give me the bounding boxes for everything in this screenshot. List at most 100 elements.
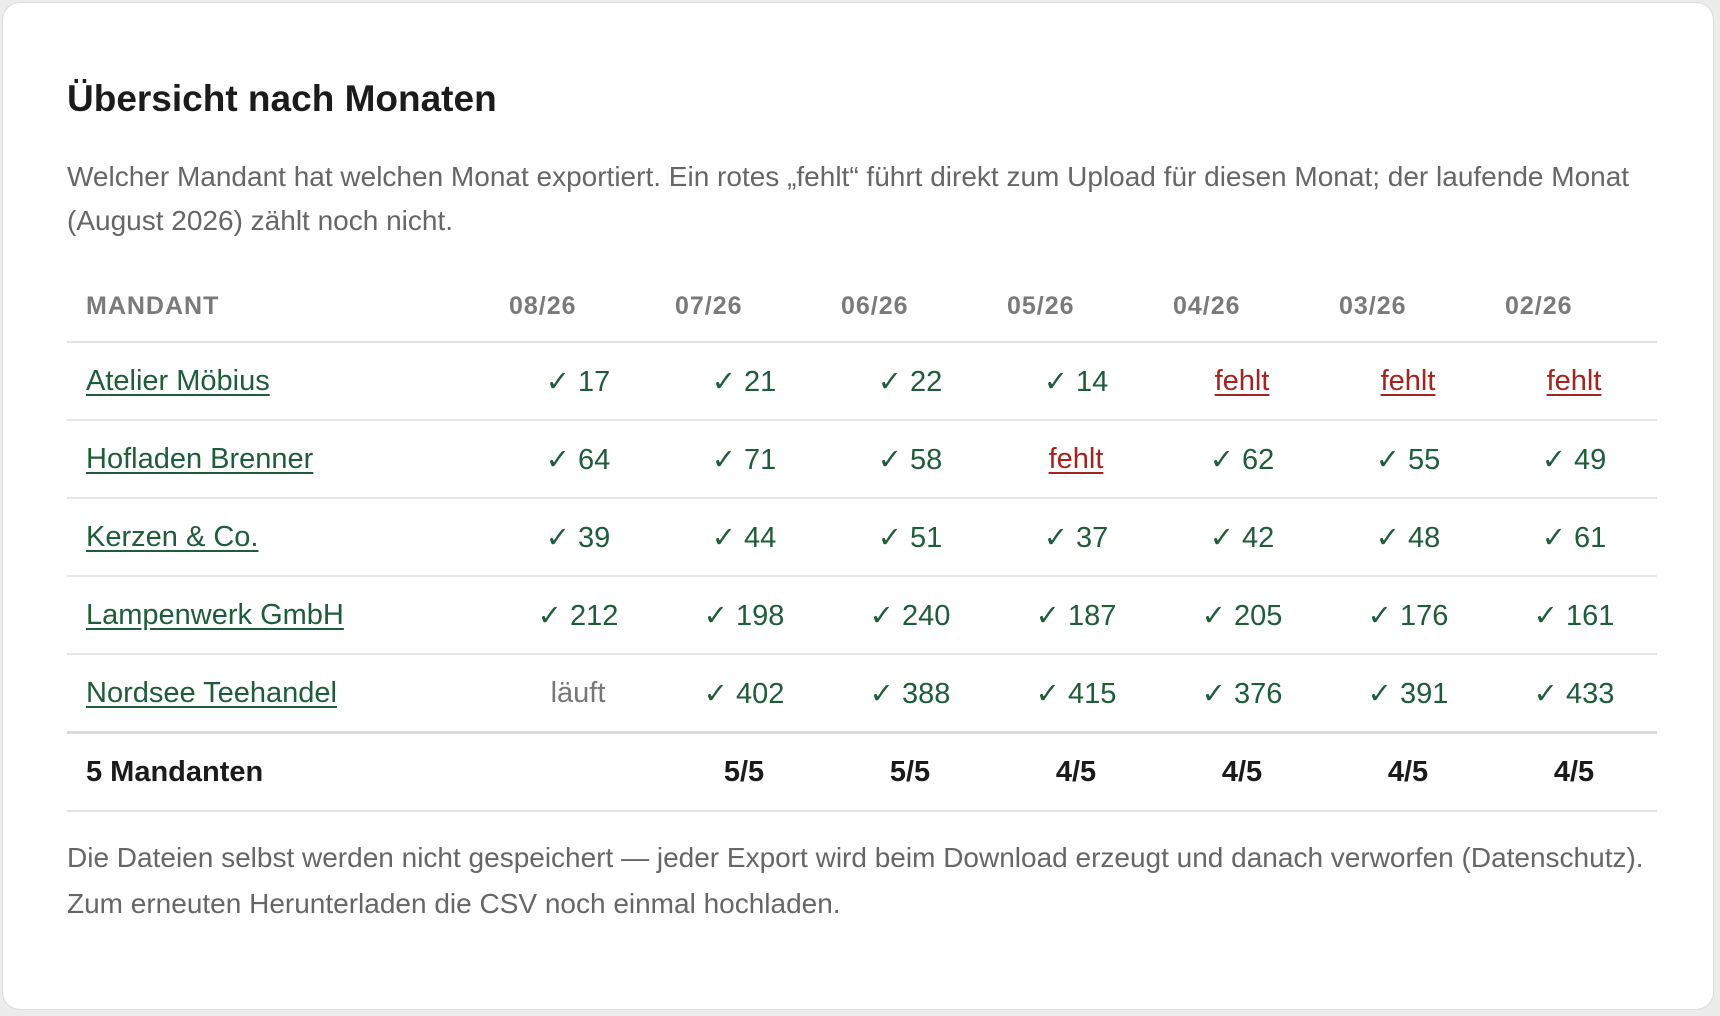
export-count: ✓ 391 xyxy=(1367,677,1449,710)
table-header: MANDANT 08/26 07/26 06/26 05/26 04/26 03… xyxy=(67,271,1657,343)
column-header-month: 05/26 xyxy=(993,271,1159,343)
export-count: ✓ 376 xyxy=(1201,677,1283,710)
export-count: ✓ 198 xyxy=(703,599,785,632)
month-cell: läuft xyxy=(495,654,661,734)
month-cell: ✓ 161 xyxy=(1491,576,1657,655)
table-body: Atelier Möbius ✓ 17 ✓ 21 ✓ 22 ✓ 14 fehlt fehlt… xyxy=(67,342,1657,734)
month-overview-table: MANDANT 08/26 07/26 06/26 05/26 04/26 03… xyxy=(67,271,1657,812)
missing-upload-link[interactable]: fehlt xyxy=(1048,442,1104,475)
table-row: Hofladen Brenner ✓ 64 ✓ 71 ✓ 58 fehlt ✓ 62 ✓ 5… xyxy=(67,420,1657,499)
export-count: ✓ 64 xyxy=(545,443,611,476)
export-count: ✓ 205 xyxy=(1201,599,1283,632)
client-cell: Atelier Möbius xyxy=(67,342,495,421)
month-cell: ✓ 61 xyxy=(1491,498,1657,577)
month-cell: ✓ 49 xyxy=(1491,420,1657,499)
month-cell: ✓ 376 xyxy=(1159,654,1325,734)
intro-text: Welcher Mandant hat welchen Monat export… xyxy=(67,161,1630,236)
totals-label: 5 Mandanten xyxy=(67,732,495,812)
month-cell: ✓ 58 xyxy=(827,420,993,499)
client-link[interactable]: Atelier Möbius xyxy=(86,364,270,397)
totals-cell xyxy=(495,732,661,812)
page-title: Übersicht nach Monaten xyxy=(67,78,497,119)
month-cell: ✓ 187 xyxy=(993,576,1159,655)
month-cell: fehlt xyxy=(1491,342,1657,421)
month-cell: ✓ 176 xyxy=(1325,576,1491,655)
client-cell: Kerzen & Co. xyxy=(67,498,495,577)
client-link[interactable]: Nordsee Teehandel xyxy=(86,676,337,709)
month-cell: ✓ 391 xyxy=(1325,654,1491,734)
totals-cell: 4/5 xyxy=(993,732,1159,812)
export-count: ✓ 37 xyxy=(1043,521,1109,554)
month-cell: ✓ 51 xyxy=(827,498,993,577)
client-cell: Hofladen Brenner xyxy=(67,420,495,499)
month-cell: ✓ 198 xyxy=(661,576,827,655)
client-link[interactable]: Hofladen Brenner xyxy=(86,442,314,475)
totals-cell: 4/5 xyxy=(1159,732,1325,812)
month-cell: ✓ 48 xyxy=(1325,498,1491,577)
export-count: ✓ 433 xyxy=(1533,677,1615,710)
month-cell: ✓ 21 xyxy=(661,342,827,421)
export-count: ✓ 49 xyxy=(1541,443,1607,476)
column-header-client: MANDANT xyxy=(67,271,495,343)
running-status: läuft xyxy=(550,676,606,709)
missing-upload-link[interactable]: fehlt xyxy=(1380,364,1436,397)
export-count: ✓ 388 xyxy=(869,677,951,710)
table-footer: 5 Mandanten 5/5 5/5 4/5 4/5 4/5 4/5 xyxy=(67,732,1657,812)
missing-upload-link[interactable]: fehlt xyxy=(1214,364,1270,397)
month-cell: ✓ 17 xyxy=(495,342,661,421)
month-cell: ✓ 71 xyxy=(661,420,827,499)
month-cell: ✓ 42 xyxy=(1159,498,1325,577)
column-header-month: 08/26 xyxy=(495,271,661,343)
month-cell: fehlt xyxy=(1159,342,1325,421)
client-cell: Nordsee Teehandel xyxy=(67,654,495,734)
totals-cell: 4/5 xyxy=(1491,732,1657,812)
month-cell: ✓ 55 xyxy=(1325,420,1491,499)
table-row: Atelier Möbius ✓ 17 ✓ 21 ✓ 22 ✓ 14 fehlt fehlt… xyxy=(67,342,1657,421)
column-header-month: 06/26 xyxy=(827,271,993,343)
export-count: ✓ 51 xyxy=(877,521,943,554)
column-header-month: 04/26 xyxy=(1159,271,1325,343)
export-count: ✓ 71 xyxy=(711,443,777,476)
month-cell: ✓ 388 xyxy=(827,654,993,734)
table-row: Nordsee Teehandel läuft ✓ 402 ✓ 388 ✓ 415 ✓ 3… xyxy=(67,654,1657,734)
export-count: ✓ 21 xyxy=(711,365,777,398)
month-cell: fehlt xyxy=(1325,342,1491,421)
month-cell: ✓ 205 xyxy=(1159,576,1325,655)
export-count: ✓ 14 xyxy=(1043,365,1109,398)
totals-cell: 5/5 xyxy=(827,732,993,812)
footnote-text: Die Dateien selbst werden nicht gespeich… xyxy=(67,842,1644,919)
export-count: ✓ 176 xyxy=(1367,599,1449,632)
column-header-month: 03/26 xyxy=(1325,271,1491,343)
totals-row: 5 Mandanten 5/5 5/5 4/5 4/5 4/5 4/5 xyxy=(67,732,1657,812)
client-link[interactable]: Lampenwerk GmbH xyxy=(86,598,344,631)
export-count: ✓ 58 xyxy=(877,443,943,476)
table-row: Lampenwerk GmbH ✓ 212 ✓ 198 ✓ 240 ✓ 187 ✓ 205… xyxy=(67,576,1657,655)
month-cell: ✓ 212 xyxy=(495,576,661,655)
export-count: ✓ 415 xyxy=(1035,677,1117,710)
export-count: ✓ 61 xyxy=(1541,521,1607,554)
month-cell: ✓ 39 xyxy=(495,498,661,577)
totals-cell: 4/5 xyxy=(1325,732,1491,812)
export-count: ✓ 402 xyxy=(703,677,785,710)
month-cell: ✓ 22 xyxy=(827,342,993,421)
missing-upload-link[interactable]: fehlt xyxy=(1546,364,1602,397)
export-count: ✓ 161 xyxy=(1533,599,1615,632)
month-cell: ✓ 44 xyxy=(661,498,827,577)
month-cell: ✓ 37 xyxy=(993,498,1159,577)
month-cell: ✓ 415 xyxy=(993,654,1159,734)
client-cell: Lampenwerk GmbH xyxy=(67,576,495,655)
client-link[interactable]: Kerzen & Co. xyxy=(86,520,259,553)
export-count: ✓ 240 xyxy=(869,599,951,632)
month-cell: ✓ 14 xyxy=(993,342,1159,421)
header-row: MANDANT 08/26 07/26 06/26 05/26 04/26 03… xyxy=(67,271,1657,343)
export-count: ✓ 62 xyxy=(1209,443,1275,476)
export-count: ✓ 17 xyxy=(545,365,611,398)
export-count: ✓ 48 xyxy=(1375,521,1441,554)
month-cell: ✓ 402 xyxy=(661,654,827,734)
column-header-month: 07/26 xyxy=(661,271,827,343)
table-row: Kerzen & Co. ✓ 39 ✓ 44 ✓ 51 ✓ 37 ✓ 42 ✓ 48 ✓ 61 xyxy=(67,498,1657,577)
totals-cell: 5/5 xyxy=(661,732,827,812)
month-cell: ✓ 64 xyxy=(495,420,661,499)
export-count: ✓ 187 xyxy=(1035,599,1117,632)
